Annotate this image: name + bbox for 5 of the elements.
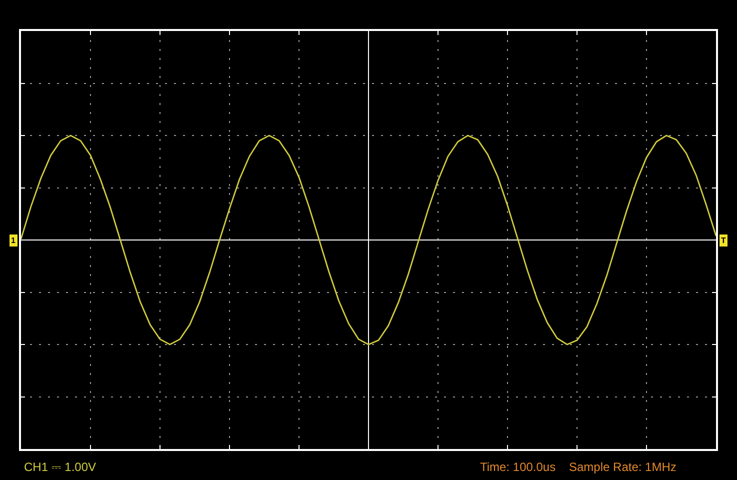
text: T <box>721 236 726 245</box>
text: 1 <box>11 236 16 245</box>
text: Time: 100.0us <box>480 460 556 474</box>
text: CH1 ⎓ 1.00V <box>24 460 96 474</box>
text: Sample Rate: 1MHz <box>569 460 676 474</box>
